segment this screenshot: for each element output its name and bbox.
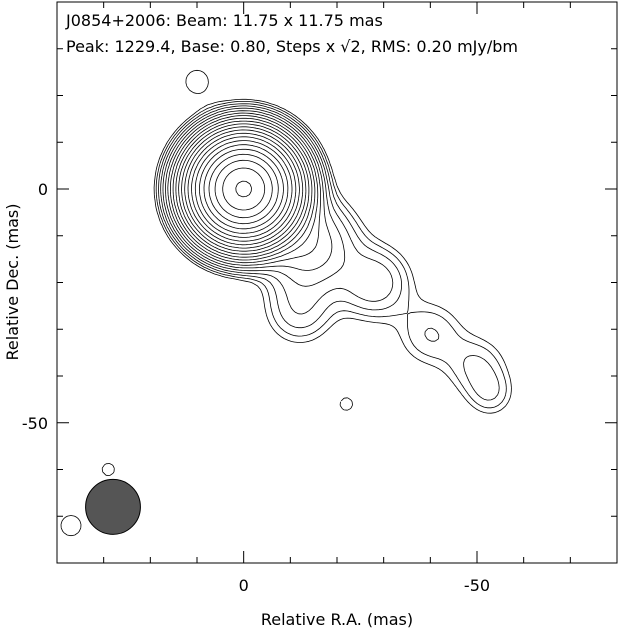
x-tick-label: -50 <box>464 576 490 595</box>
contour <box>194 140 293 238</box>
contour <box>178 123 310 255</box>
contour <box>181 126 307 252</box>
contour <box>101 69 512 476</box>
contour <box>172 117 316 261</box>
contour <box>155 101 507 409</box>
contour <box>199 144 289 234</box>
contour <box>191 136 297 242</box>
contour <box>214 159 273 219</box>
contour <box>165 110 333 271</box>
contour <box>184 129 304 249</box>
contour <box>175 120 313 258</box>
beam <box>85 478 141 535</box>
x-axis-label: Relative R.A. (mas) <box>261 610 413 629</box>
contour <box>208 153 279 225</box>
plot-frame <box>56 1 618 564</box>
contour <box>222 167 266 211</box>
chart-title: J0854+2006: Beam: 11.75 x 11.75 mas <box>65 11 383 30</box>
contour <box>167 112 321 266</box>
contour <box>160 105 394 315</box>
contour <box>235 180 252 198</box>
y-axis-label: Relative Dec. (mas) <box>3 204 22 361</box>
x-tick-label: 0 <box>239 576 249 595</box>
negative-contour <box>60 397 353 537</box>
contour <box>203 148 284 230</box>
chart-subtitle: Peak: 1229.4, Base: 0.80, Steps x √2, RM… <box>66 37 518 56</box>
contour <box>170 115 319 264</box>
contours <box>60 69 512 537</box>
contour <box>162 107 346 287</box>
y-tick-label: -50 <box>22 414 48 433</box>
y-tick-label: 0 <box>38 180 48 199</box>
contour <box>158 103 500 401</box>
contour <box>187 132 300 246</box>
